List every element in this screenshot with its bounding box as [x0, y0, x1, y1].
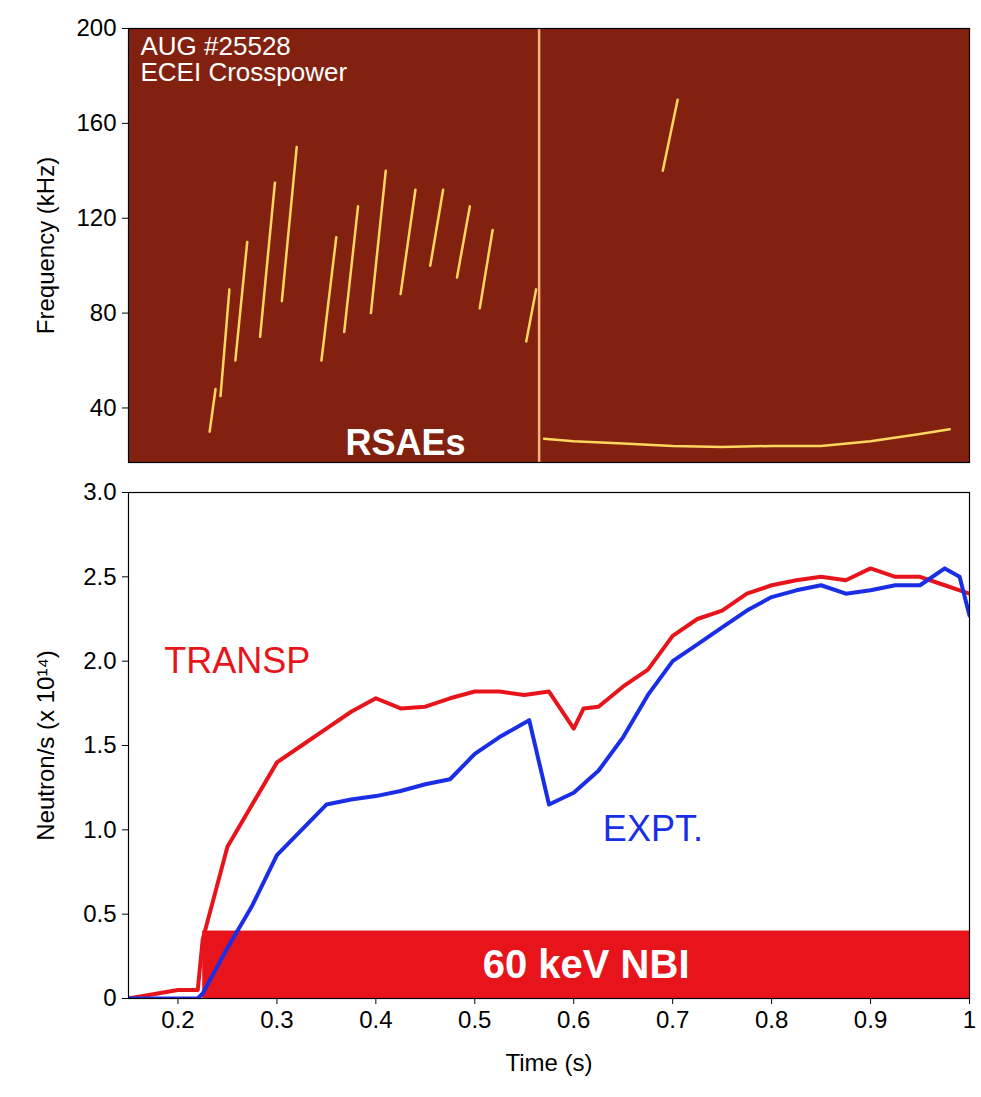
svg-text:Neutron/s (x 10¹⁴): Neutron/s (x 10¹⁴): [32, 650, 59, 840]
svg-text:RSAEs: RSAEs: [346, 422, 466, 463]
svg-text:1: 1: [963, 1006, 976, 1033]
svg-text:120: 120: [76, 204, 116, 231]
svg-text:1.5: 1.5: [83, 731, 116, 758]
svg-text:0.5: 0.5: [458, 1006, 491, 1033]
svg-text:200: 200: [76, 14, 116, 41]
svg-text:0.2: 0.2: [161, 1006, 194, 1033]
svg-text:0.5: 0.5: [83, 900, 116, 927]
svg-text:Time (s): Time (s): [505, 1049, 592, 1076]
svg-text:TRANSP: TRANSP: [164, 640, 310, 681]
svg-text:40: 40: [90, 394, 117, 421]
svg-text:EXPT.: EXPT.: [603, 808, 703, 849]
svg-text:60 keV NBI: 60 keV NBI: [483, 942, 690, 986]
svg-text:0.7: 0.7: [656, 1006, 689, 1033]
svg-text:0.9: 0.9: [854, 1006, 887, 1033]
svg-text:0.8: 0.8: [755, 1006, 788, 1033]
svg-text:3.0: 3.0: [83, 478, 116, 505]
svg-text:0.3: 0.3: [260, 1006, 293, 1033]
svg-text:160: 160: [76, 109, 116, 136]
svg-text:AUG #25528ECEI Crosspower: AUG #25528ECEI Crosspower: [141, 31, 348, 87]
svg-text:2.0: 2.0: [83, 647, 116, 674]
svg-text:0.4: 0.4: [359, 1006, 392, 1033]
svg-text:0: 0: [103, 984, 116, 1011]
svg-text:2.5: 2.5: [83, 563, 116, 590]
svg-text:1.0: 1.0: [83, 816, 116, 843]
svg-text:0.6: 0.6: [557, 1006, 590, 1033]
svg-text:Frequency (kHz): Frequency (kHz): [32, 157, 59, 334]
svg-text:80: 80: [90, 299, 117, 326]
